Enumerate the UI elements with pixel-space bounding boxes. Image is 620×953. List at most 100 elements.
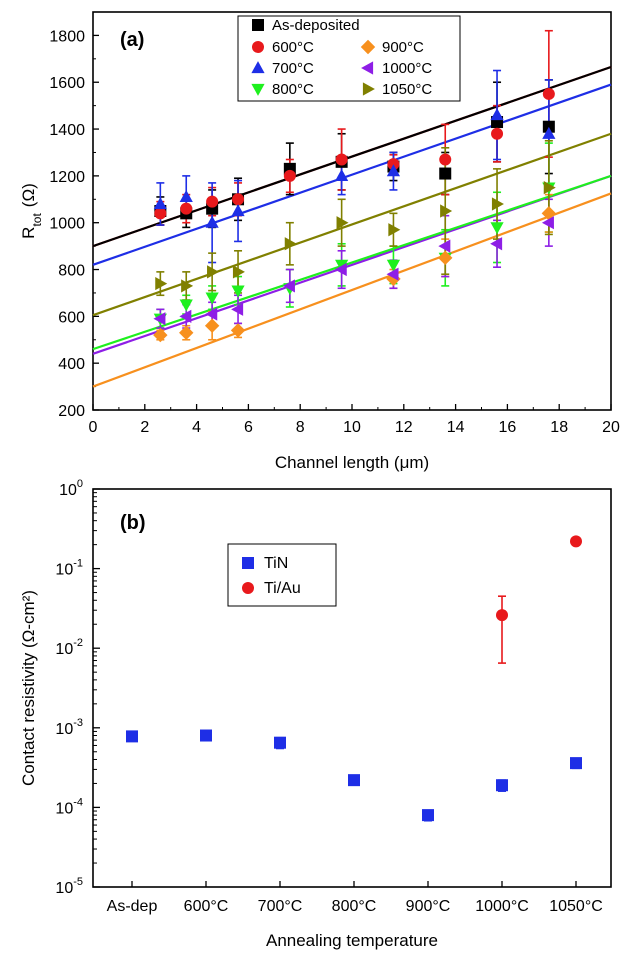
- x-tick-label: 900°C: [406, 898, 451, 915]
- legend-marker: [242, 582, 254, 594]
- y-tick-label: 10-1: [55, 558, 83, 579]
- data-point: [274, 736, 286, 749]
- legend-marker: [360, 39, 376, 55]
- fit-line: [92, 192, 612, 388]
- data-point: [335, 153, 348, 166]
- data-point: [496, 779, 508, 792]
- data-point: [438, 239, 451, 253]
- data-point: [155, 276, 168, 291]
- data-point: [204, 318, 220, 333]
- y-tick-label: 100: [59, 478, 83, 499]
- fit-line: [92, 174, 612, 351]
- data-point: [153, 327, 168, 343]
- x-tick-label: 20: [602, 419, 620, 436]
- legend-marker: [242, 557, 254, 569]
- x-tick-label: 800°C: [332, 898, 377, 915]
- data-point: [154, 207, 167, 220]
- data-point: [491, 197, 504, 211]
- y-tick-label: 1600: [49, 75, 85, 92]
- data-point: [490, 222, 504, 235]
- x-tick-label: 2: [140, 419, 149, 436]
- data-point: [542, 126, 556, 139]
- data-point: [570, 757, 582, 770]
- panel-a-label: (a): [120, 29, 144, 51]
- data-point: [570, 535, 582, 548]
- data-point: [179, 325, 194, 340]
- data-point: [126, 730, 138, 743]
- legend-label: 1000°C: [382, 60, 432, 77]
- legend-label: 600°C: [272, 39, 314, 56]
- panel-b: As-dep 600°C 700°C 800°C 900°C 1000°C 1050°C 10…: [19, 478, 612, 950]
- panel-b-legend: TiN Ti/Au: [227, 543, 337, 607]
- x-tick-label: 0: [89, 419, 98, 436]
- panel-b-ticks: As-dep 600°C 700°C 800°C 900°C 1000°C 1050°C 10…: [55, 478, 602, 915]
- data-point: [232, 193, 245, 206]
- legend-label: TiN: [264, 555, 288, 572]
- fit-line: [92, 83, 612, 266]
- x-tick-label: 4: [192, 419, 201, 436]
- x-tick-label: 6: [244, 419, 253, 436]
- panel-b-label: (b): [120, 512, 146, 534]
- x-tick-label: 10: [343, 419, 361, 436]
- panel-a: 0 2 4 6 8 10 12 14 16 18 20 200 400 600 800 1000 1200 140…: [19, 11, 620, 472]
- data-point: [231, 285, 245, 298]
- data-point: [542, 120, 555, 133]
- data-point: [348, 774, 360, 787]
- panel-a-legend-box: [237, 15, 461, 102]
- y-tick-label: 1200: [49, 169, 85, 186]
- data-point: [230, 323, 246, 338]
- legend-marker: [361, 61, 374, 75]
- data-point: [231, 302, 244, 316]
- data-point: [335, 168, 349, 181]
- x-tick-label: 12: [395, 419, 413, 436]
- x-tick-label: 8: [296, 419, 305, 436]
- data-point: [205, 215, 219, 228]
- data-point: [388, 223, 401, 237]
- panel-b-points: [126, 535, 582, 822]
- fit-line: [92, 65, 612, 248]
- legend-marker: [251, 61, 265, 74]
- data-point: [179, 299, 193, 312]
- x-tick-label: 600°C: [184, 898, 229, 915]
- data-point: [439, 153, 452, 166]
- data-point: [491, 127, 504, 140]
- panel-b-legend-box: [227, 543, 337, 607]
- data-point: [541, 216, 554, 230]
- data-point: [153, 312, 166, 326]
- panel-b-x-axis-title: Annealing temperature: [266, 931, 438, 950]
- data-point: [496, 609, 508, 622]
- x-tick-label: 18: [550, 419, 568, 436]
- fit-line: [92, 132, 612, 317]
- y-tick-label: 800: [58, 263, 85, 280]
- x-tick-label: 14: [447, 419, 465, 436]
- legend-label: 1050°C: [382, 81, 432, 98]
- panel-a-ticks: 0 2 4 6 8 10 12 14 16 18 20 200 400 600 800 1000 1200 140…: [49, 28, 620, 436]
- data-point: [200, 729, 212, 742]
- legend-label: As-deposited: [272, 17, 360, 34]
- data-point: [232, 265, 245, 279]
- panel-b-frame: [92, 488, 612, 888]
- x-tick-label: 1000°C: [475, 898, 529, 915]
- data-point: [438, 250, 453, 266]
- y-tick-label: 200: [58, 403, 85, 420]
- y-tick-label: 1800: [49, 28, 85, 45]
- data-point: [207, 265, 220, 279]
- data-point: [422, 809, 434, 822]
- data-point: [282, 279, 295, 293]
- data-point: [153, 197, 167, 210]
- y-title-unit: (Ω): [19, 183, 38, 207]
- panel-a-y-axis-title: Rtot (Ω): [19, 183, 44, 239]
- data-point: [231, 204, 245, 217]
- legend-label: Ti/Au: [264, 580, 301, 597]
- panel-a-fit-lines: [92, 65, 612, 388]
- legend-marker: [362, 82, 375, 96]
- y-tick-label: 1400: [49, 122, 85, 139]
- data-point: [179, 309, 192, 323]
- legend-label: 800°C: [272, 81, 314, 98]
- y-tick-label: 10-3: [55, 717, 83, 738]
- data-point: [490, 108, 504, 121]
- x-tick-label: 1050°C: [549, 898, 603, 915]
- panel-a-points: [153, 87, 557, 343]
- y-tick-label: 10-4: [55, 796, 83, 817]
